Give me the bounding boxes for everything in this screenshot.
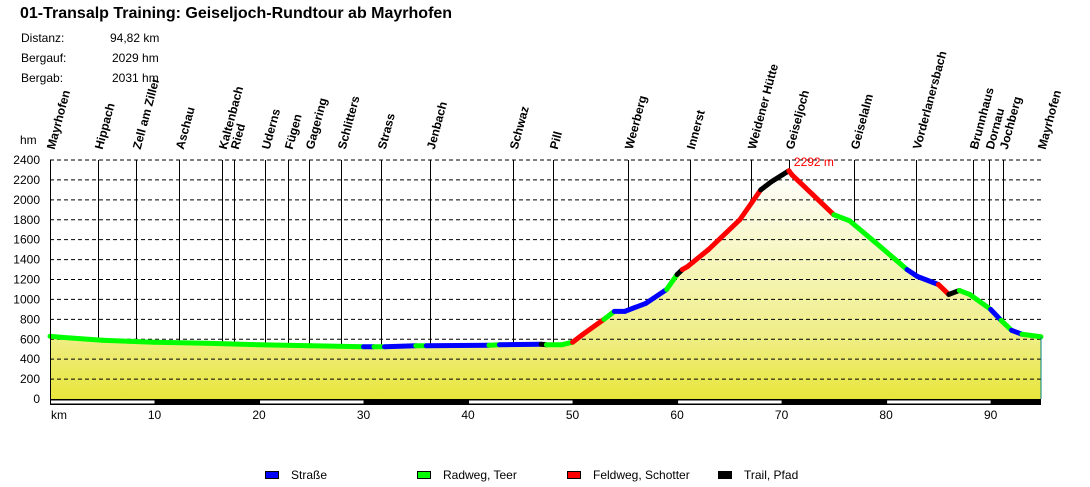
- legend-item: Feldweg, Schotter: [567, 468, 690, 482]
- legend-item: Straße: [265, 468, 327, 482]
- elevation-line: 2292 m: [47, 155, 1044, 350]
- horizontal-gridlines: 0 200 400 600 800 1000 1200 1400 1600 1800 2000 220…: [13, 133, 1041, 406]
- y-tick-label: 2400: [13, 153, 40, 167]
- x-tick-label: 80: [879, 408, 893, 422]
- x-tick-label: 20: [252, 408, 266, 422]
- profile-segment: [685, 247, 711, 270]
- profile-segment: [967, 291, 994, 312]
- profile-segment: [99, 337, 158, 345]
- x-axis-label: km: [51, 408, 67, 422]
- y-axis-label: hm: [20, 133, 37, 147]
- profile-segment: [664, 272, 680, 292]
- legend-label: Radweg, Teer: [443, 468, 517, 482]
- profile-segment: [988, 306, 1004, 323]
- profile-segment: [152, 339, 210, 346]
- axes: km 10 20 30 40 50 60 70 80 90: [50, 160, 1042, 422]
- profile-segment: [768, 168, 792, 185]
- stat-ascent-label: Bergauf:: [21, 51, 67, 65]
- y-tick-label: 200: [20, 372, 40, 386]
- x-tick-label: 60: [670, 408, 684, 422]
- y-tick-label: 800: [20, 312, 40, 326]
- waypoint-label: Geiselalm: [848, 92, 876, 150]
- profile-segment: [810, 192, 837, 218]
- max-elevation-label: 2292 m: [794, 155, 834, 169]
- legend-swatch-icon: [718, 471, 732, 479]
- profile-segment: [873, 240, 910, 273]
- waypoint-label: Vorderlanersbach: [910, 49, 950, 150]
- profile-segment: [308, 343, 367, 350]
- stat-ascent-value: 2029 hm: [112, 51, 159, 65]
- profile-segment: [256, 342, 314, 349]
- waypoint-label: Mayrhofen: [1035, 89, 1064, 151]
- y-tick-label: 1800: [13, 213, 40, 227]
- waypoint-label: Schlitters: [335, 94, 363, 151]
- waypoint-label: Uderns: [259, 107, 283, 151]
- elevation-fill-area: [50, 170, 1041, 399]
- waypoint-label: Zell am Ziller: [130, 76, 163, 151]
- x-tick-label: 90: [984, 408, 998, 422]
- chart-title: 01-Transalp Training: Geiseljoch-Rundtou…: [20, 5, 453, 22]
- stat-distance-label: Distanz:: [21, 31, 65, 45]
- waypoint-label: Innerst: [684, 109, 708, 151]
- waypoint-label: Weidener Hütte: [745, 62, 781, 151]
- waypoint-label: Strass: [375, 111, 398, 150]
- legend-swatch-icon: [265, 471, 279, 479]
- y-tick-label: 400: [20, 352, 40, 366]
- y-tick-label: 2200: [13, 173, 40, 187]
- profile-segment: [622, 300, 649, 314]
- waypoint-label: Aschau: [173, 105, 198, 151]
- profile-segment: [381, 343, 419, 350]
- waypoint-label: Hippach: [92, 101, 118, 150]
- legend-label: Straße: [291, 468, 328, 482]
- profile-segment: [705, 217, 743, 253]
- profile-segment: [914, 274, 941, 287]
- x-tick-label: 40: [461, 408, 475, 422]
- x-tick-label: 10: [148, 408, 162, 422]
- legend-item: Radweg, Teer: [417, 468, 517, 482]
- waypoint-label: Geiseljoch: [783, 89, 812, 151]
- y-tick-label: 1000: [13, 292, 40, 306]
- waypoint-label: Pill: [547, 130, 565, 151]
- y-tick-label: 600: [20, 332, 40, 346]
- x-tick-label: 50: [566, 408, 580, 422]
- x-tick-label: 30: [357, 408, 371, 422]
- y-tick-label: 1600: [13, 233, 40, 247]
- legend-label: Trail, Pfad: [744, 468, 799, 482]
- legend-item: Trail, Pfad: [718, 468, 798, 482]
- profile-segment: [580, 316, 607, 337]
- stat-descent-value: 2031 hm: [112, 71, 159, 85]
- profile-segment: [643, 286, 670, 306]
- stat-descent-label: Bergab:: [21, 71, 64, 85]
- profile-segment: [789, 172, 816, 198]
- y-tick-label: 1200: [13, 273, 40, 287]
- y-tick-label: 2000: [13, 193, 40, 207]
- waypoint-label: Fügen: [282, 112, 305, 150]
- waypoint-label: Ried: [228, 122, 248, 151]
- legend-swatch-icon: [567, 471, 581, 479]
- profile-segment: [831, 212, 853, 224]
- profile-segment: [847, 218, 879, 246]
- x-tick-label: 70: [775, 408, 789, 422]
- waypoint-label: Mayrhofen: [44, 89, 73, 151]
- waypoint-label: Gagering: [303, 96, 330, 151]
- profile-segment: [57, 334, 105, 343]
- legend-swatch-icon: [417, 471, 431, 479]
- stat-distance-value: 94,82 km: [110, 31, 160, 45]
- waypoint-label: Weerberg: [622, 94, 650, 151]
- y-tick-label: 1400: [13, 253, 40, 267]
- y-tick-label: 0: [33, 392, 40, 406]
- area-fill: [50, 170, 1041, 399]
- profile-segment: [1019, 331, 1044, 340]
- waypoint-label: Schwaz: [507, 105, 532, 151]
- waypoint-label: Jenbach: [424, 100, 450, 151]
- profile-segment: [204, 340, 262, 348]
- legend-label: Feldweg, Schotter: [593, 468, 690, 482]
- profile-segment: [737, 187, 764, 223]
